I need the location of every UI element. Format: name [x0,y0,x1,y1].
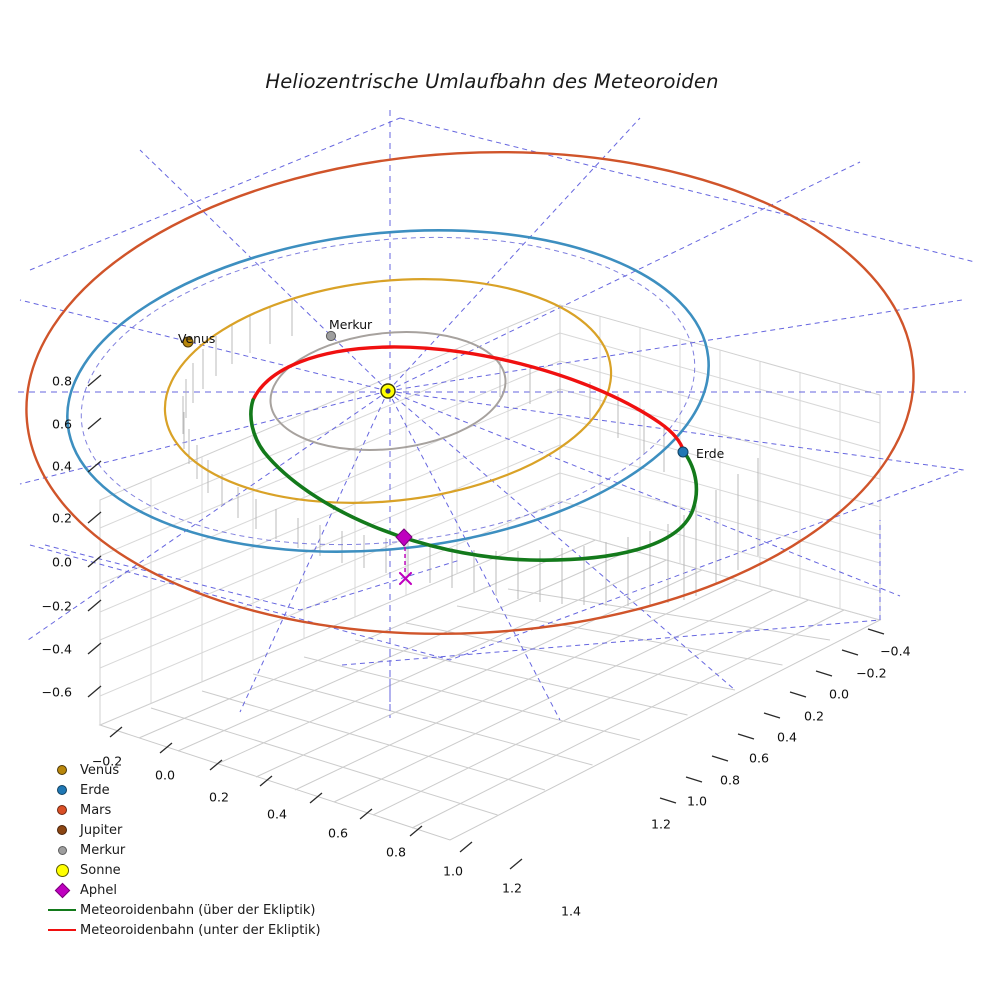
z-tick-3: 0.2 [51,510,72,526]
legend-item-merkur[interactable]: Merkur [44,840,364,860]
marker-erde [677,446,689,458]
legend-label: Erde [80,782,110,798]
legend-item-venus[interactable]: Venus [44,760,364,780]
legend-item-meteoroidenbahn[interactable]: Meteoroidenbahn (über der Ekliptik) [44,900,364,920]
meteoroid-orbit-below-ecliptic [251,345,686,454]
legend-diamond-icon [54,882,70,898]
y-tick-4: 0.4 [777,729,798,745]
legend-marker-dot [44,863,80,877]
floor-grid [98,529,882,841]
y-tick-1: −0.2 [856,665,887,681]
legend-label: Meteoroidenbahn (über der Ekliptik) [80,902,316,918]
chart-legend[interactable]: Venus Erde Mars Jupiter Merkur Sonne Aphel Mete… [44,760,364,940]
orbit-merkur [269,331,507,451]
legend-marker-line [44,909,80,911]
meteoroid-orbit-above-ecliptic [249,398,699,562]
z-tick-0: 0.8 [51,373,72,389]
legend-item-sonne[interactable]: Sonne [44,860,364,880]
left-wall-grid [99,304,561,726]
x-tick-4: 0.6 [327,825,349,841]
legend-item-erde[interactable]: Erde [44,780,364,800]
legend-marker-dot [44,805,80,815]
legend-dot-icon [55,863,69,877]
point-label-venus: Venus [178,331,216,346]
legend-label: Meteoroidenbahn (unter der Ekliptik) [80,922,321,938]
legend-marker-diamond [44,882,80,898]
legend-label: Aphel [80,882,117,898]
x-tick-1: 0.0 [154,767,176,783]
legend-item-mars[interactable]: Mars [44,800,364,820]
x-tick-6: 1.0 [442,863,464,879]
z-tick-5: −0.2 [41,598,72,614]
legend-marker-dot [44,845,80,855]
x-tick-3: 0.4 [266,806,288,822]
legend-label: Venus [80,762,120,778]
y-tick-2: 0.0 [829,686,850,702]
legend-label: Sonne [80,862,121,878]
aphel-floor-marker [398,571,413,586]
legend-label: Mars [80,802,112,818]
orbit-stems [182,300,759,606]
aphel-marker [395,528,413,547]
y-tick-8: 1.2 [651,816,672,832]
y-tick-5: 0.6 [749,750,770,766]
marker-venus [182,336,194,348]
legend-label: Jupiter [80,822,123,838]
z-tick-1: 0.6 [51,416,72,432]
legend-dot-icon [57,785,67,795]
legend-item-aphel[interactable]: Aphel [44,880,364,900]
legend-line-icon [48,909,76,911]
legend-dot-icon [57,805,67,815]
x-tick-7: 1.2 [501,880,523,896]
legend-marker-dot [44,765,80,775]
chart-title: Heliozentrische Umlaufbahn des Meteoroid… [265,70,719,93]
legend-dot-icon [57,765,67,775]
z-tick-2: 0.4 [51,458,72,474]
y-tick-6: 0.8 [720,772,741,788]
marker-merkur [325,330,337,342]
legend-label: Merkur [80,842,126,858]
legend-dot-icon [57,825,67,835]
z-tick-6: −0.4 [41,641,72,657]
legend-marker-dot [44,785,80,795]
legend-marker-line [44,929,80,931]
legend-item-meteoroidenbahn[interactable]: Meteoroidenbahn (unter der Ekliptik) [44,920,364,940]
orbit-mars [25,151,915,635]
x-tick-0: −0.2 [91,753,123,769]
y-tick-7: 1.0 [687,793,708,809]
y-tick-0: −0.4 [880,643,911,659]
legend-dot-icon [57,845,67,855]
axis-ticks [87,374,885,870]
point-label-erde: Erde [696,446,725,461]
legend-line-icon [48,929,76,931]
legend-marker-dot [44,825,80,835]
x-tick-5: 0.8 [385,844,407,860]
z-tick-7: −0.6 [41,684,72,700]
z-tick-4: 0.0 [51,554,72,570]
y-tick-3: 0.2 [804,708,825,724]
sonne-core [385,388,391,394]
legend-item-jupiter[interactable]: Jupiter [44,820,364,840]
orbit-venus [163,278,613,504]
x-tick-2: 0.2 [208,789,230,805]
point-label-merkur: Merkur [329,317,373,332]
x-tick-8: 1.4 [560,903,582,919]
